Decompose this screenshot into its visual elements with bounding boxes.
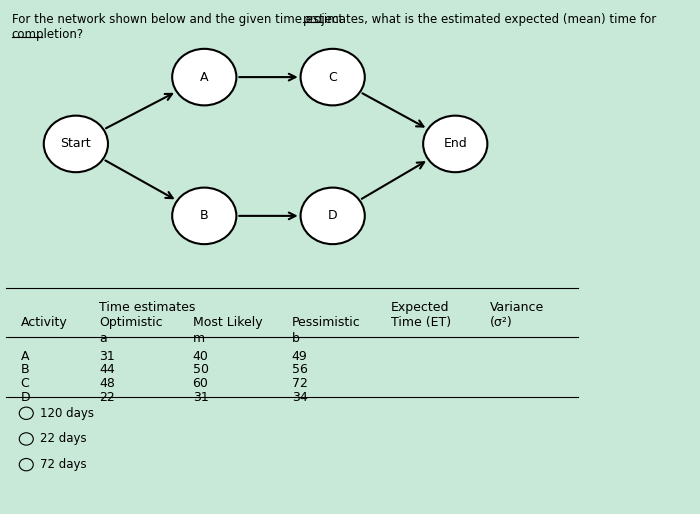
- Text: C: C: [20, 377, 29, 390]
- Text: 48: 48: [99, 377, 115, 390]
- Circle shape: [300, 188, 365, 244]
- Text: C: C: [328, 70, 337, 84]
- Text: A: A: [20, 350, 29, 362]
- Text: 34: 34: [292, 391, 307, 404]
- Text: Expected: Expected: [391, 301, 449, 314]
- Text: B: B: [20, 363, 29, 376]
- Circle shape: [172, 188, 237, 244]
- Text: 31: 31: [99, 350, 115, 362]
- Text: D: D: [328, 209, 337, 223]
- Text: B: B: [200, 209, 209, 223]
- Text: 22: 22: [99, 391, 115, 404]
- Circle shape: [172, 49, 237, 105]
- Text: D: D: [20, 391, 30, 404]
- Text: Optimistic: Optimistic: [99, 316, 163, 329]
- Text: 50: 50: [193, 363, 209, 376]
- Text: Start: Start: [61, 137, 91, 151]
- Text: 44: 44: [99, 363, 115, 376]
- Text: 72: 72: [292, 377, 308, 390]
- Text: Time estimates: Time estimates: [99, 301, 195, 314]
- Text: 56: 56: [292, 363, 308, 376]
- Text: Time (ET): Time (ET): [391, 316, 452, 329]
- Text: a: a: [99, 332, 107, 344]
- Circle shape: [423, 116, 487, 172]
- Text: completion?: completion?: [12, 28, 84, 41]
- Text: 49: 49: [292, 350, 307, 362]
- Circle shape: [300, 49, 365, 105]
- Text: 22 days: 22 days: [40, 432, 86, 446]
- Text: b: b: [292, 332, 300, 344]
- Text: m: m: [193, 332, 204, 344]
- Text: 72 days: 72 days: [40, 458, 86, 471]
- Text: For the network shown below and the given time estimates, what is the estimated : For the network shown below and the give…: [12, 13, 659, 26]
- Text: End: End: [443, 137, 467, 151]
- Text: 120 days: 120 days: [40, 407, 94, 420]
- Text: project: project: [303, 13, 344, 26]
- Text: Pessimistic: Pessimistic: [292, 316, 360, 329]
- Circle shape: [44, 116, 108, 172]
- Text: 60: 60: [193, 377, 209, 390]
- Text: A: A: [200, 70, 209, 84]
- Text: Activity: Activity: [20, 316, 67, 329]
- Text: Most Likely: Most Likely: [193, 316, 262, 329]
- Text: 31: 31: [193, 391, 209, 404]
- Text: 40: 40: [193, 350, 209, 362]
- Text: (σ²): (σ²): [490, 316, 513, 329]
- Text: Variance: Variance: [490, 301, 545, 314]
